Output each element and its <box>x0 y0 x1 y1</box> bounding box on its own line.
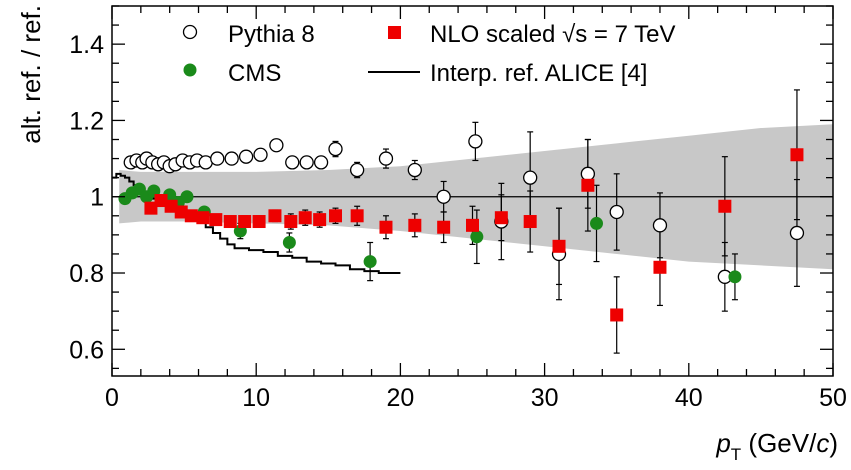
nlo-point <box>268 209 282 223</box>
cms-point <box>180 190 194 204</box>
legend-nlo-label-post: = 7 TeV <box>587 21 675 48</box>
nlo-point <box>298 211 312 225</box>
x-axis-label-unit-post: ) <box>829 428 838 458</box>
nlo-point <box>238 215 252 229</box>
x-axis-label: pT (GeV/c) <box>715 428 838 464</box>
nlo-point <box>209 213 223 227</box>
pythia-point <box>523 170 538 185</box>
nlo-point <box>408 218 422 232</box>
nlo-point <box>581 178 595 192</box>
x-tick-label: 30 <box>531 384 559 412</box>
pythia-point <box>407 162 422 178</box>
pythia-point <box>609 204 624 220</box>
nlo-point <box>350 209 364 223</box>
nlo-point <box>154 194 168 208</box>
legend-nlo-label-sqrt: √s <box>562 21 587 48</box>
y-axis-label: alt. ref. / ref. <box>16 5 46 144</box>
x-axis-label-unit-pre: (GeV/ <box>741 428 817 458</box>
nlo-point <box>284 215 298 229</box>
pythia-point <box>436 189 451 204</box>
legend-pythia-label: Pythia 8 <box>228 21 315 48</box>
x-tick-label: 50 <box>819 384 847 412</box>
cms-point <box>470 230 484 244</box>
plot-frame <box>111 5 834 377</box>
pythia-point <box>269 138 284 153</box>
nlo-point <box>466 218 479 232</box>
x-axis-label-unit-c: c <box>816 428 829 458</box>
pythia-point <box>378 151 394 166</box>
pythia-point <box>328 141 343 157</box>
pythia-point <box>253 147 268 162</box>
pythia-point <box>285 155 300 170</box>
nlo-point <box>494 211 508 225</box>
legend-nlo-label: NLO scaled √s = 7 TeV <box>430 21 676 48</box>
legend-cms-marker <box>183 63 197 77</box>
pythia-point <box>210 151 225 166</box>
legend-cms-label: CMS <box>228 60 281 87</box>
pythia-point <box>652 218 668 233</box>
markers-layer <box>118 134 805 322</box>
y-tick-label: 1 <box>90 184 104 212</box>
nlo-point <box>718 199 732 213</box>
nlo-point <box>437 220 451 234</box>
cms-point <box>590 216 604 230</box>
legend: Pythia 8 CMS NLO scaled √s = 7 TeV Inter… <box>182 21 676 87</box>
nlo-point <box>790 148 804 162</box>
legend-alice-label: Interp. ref. ALICE [4] <box>430 60 647 87</box>
nlo-point <box>184 209 198 223</box>
axis-ticks-layer: 0 10 20 30 40 50 0.6 0.8 1 1.2 1.4 <box>69 5 847 412</box>
nlo-point <box>653 260 667 274</box>
nlo-point <box>252 215 266 229</box>
nlo-point <box>223 215 237 229</box>
x-axis-label-sub: T <box>731 445 741 464</box>
x-tick-label: 40 <box>675 384 703 412</box>
nlo-point <box>329 209 343 223</box>
y-tick-label: 0.8 <box>69 260 104 288</box>
pythia-point <box>349 162 365 178</box>
pythia-point <box>789 225 805 241</box>
x-axis-label-p: p <box>715 428 730 458</box>
pythia-point <box>224 151 239 166</box>
legend-nlo-label-pre: NLO scaled <box>430 21 562 48</box>
nlo-point <box>144 201 158 215</box>
cms-point <box>363 255 377 269</box>
legend-pythia-marker <box>182 24 198 40</box>
pythia-point <box>580 166 596 181</box>
y-tick-label: 1.4 <box>69 31 104 59</box>
pythia-point <box>468 134 483 149</box>
cms-point <box>728 270 742 284</box>
pythia-point <box>238 149 254 164</box>
nlo-point <box>164 199 178 213</box>
legend-nlo-marker <box>388 26 401 39</box>
x-tick-label: 20 <box>386 384 414 412</box>
pythia-point <box>313 155 329 170</box>
nlo-point <box>313 213 327 227</box>
x-tick-label: 10 <box>242 384 270 412</box>
nlo-point <box>552 239 566 253</box>
nlo-point <box>523 215 537 229</box>
nlo-point <box>610 308 624 322</box>
cms-point <box>282 235 296 249</box>
x-tick-label: 0 <box>105 384 119 412</box>
y-tick-label: 0.6 <box>69 336 104 364</box>
nlo-point <box>174 205 188 219</box>
nlo-point <box>196 211 210 225</box>
pythia-point <box>299 155 314 170</box>
y-tick-label: 1.2 <box>69 107 104 135</box>
nlo-point <box>379 220 393 234</box>
